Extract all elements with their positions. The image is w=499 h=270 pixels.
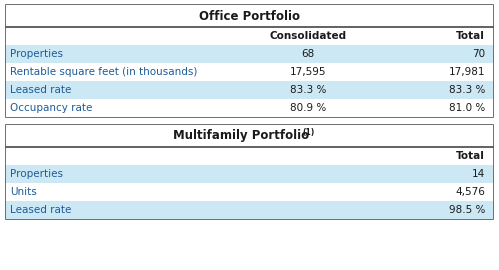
Text: 14: 14 bbox=[472, 169, 485, 179]
Bar bbox=[6, 81, 493, 99]
Text: 83.3 %: 83.3 % bbox=[449, 85, 485, 95]
Text: 81.0 %: 81.0 % bbox=[449, 103, 485, 113]
Text: 17,595: 17,595 bbox=[290, 67, 326, 77]
Text: Office Portfolio: Office Portfolio bbox=[199, 9, 300, 22]
Text: Total: Total bbox=[456, 31, 485, 41]
Bar bbox=[6, 125, 493, 219]
Text: Rentable square feet (in thousands): Rentable square feet (in thousands) bbox=[10, 67, 198, 77]
Text: Properties: Properties bbox=[10, 169, 63, 179]
Text: Consolidated: Consolidated bbox=[269, 31, 346, 41]
Text: 80.9 %: 80.9 % bbox=[290, 103, 326, 113]
Bar bbox=[6, 147, 493, 165]
Bar bbox=[6, 99, 493, 117]
Text: (1): (1) bbox=[302, 127, 315, 137]
Bar bbox=[6, 183, 493, 201]
Text: 98.5 %: 98.5 % bbox=[449, 205, 485, 215]
Text: Occupancy rate: Occupancy rate bbox=[10, 103, 92, 113]
Bar bbox=[6, 5, 493, 27]
Bar bbox=[6, 201, 493, 219]
Text: Leased rate: Leased rate bbox=[10, 85, 71, 95]
Bar bbox=[6, 27, 493, 45]
Bar bbox=[6, 165, 493, 183]
Text: 83.3 %: 83.3 % bbox=[290, 85, 326, 95]
Bar bbox=[6, 63, 493, 81]
Text: 68: 68 bbox=[301, 49, 314, 59]
Text: Total: Total bbox=[456, 151, 485, 161]
Bar bbox=[6, 45, 493, 63]
Text: 17,981: 17,981 bbox=[449, 67, 485, 77]
Text: Properties: Properties bbox=[10, 49, 63, 59]
Bar bbox=[6, 125, 493, 147]
Bar bbox=[6, 5, 493, 117]
Text: Leased rate: Leased rate bbox=[10, 205, 71, 215]
Text: Units: Units bbox=[10, 187, 37, 197]
Text: 4,576: 4,576 bbox=[455, 187, 485, 197]
Text: Multifamily Portfolio: Multifamily Portfolio bbox=[174, 130, 309, 143]
Text: 70: 70 bbox=[472, 49, 485, 59]
